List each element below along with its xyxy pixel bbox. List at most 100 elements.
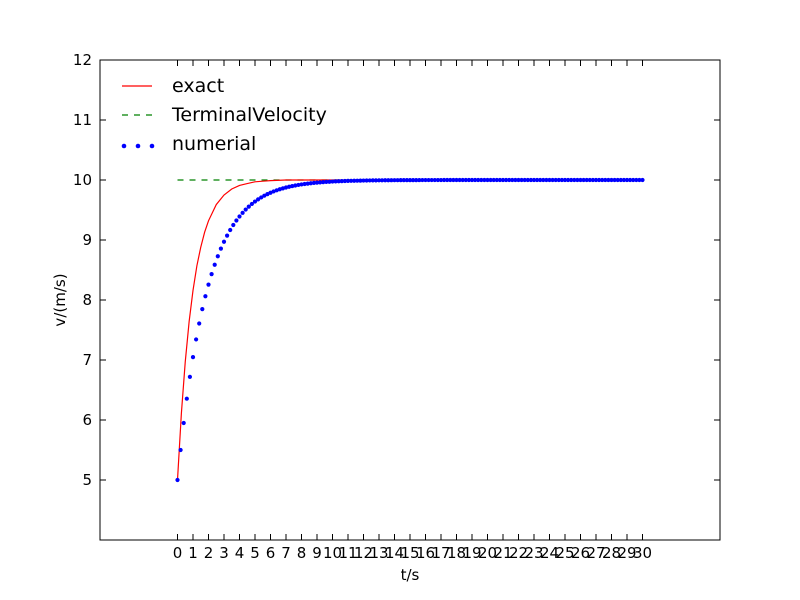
series-numerial-point <box>553 177 558 183</box>
series-numerial-point <box>559 177 565 183</box>
x-tick-label: 29 <box>617 544 636 562</box>
series-numerial-point <box>330 179 335 184</box>
series-numerial-point <box>628 177 633 183</box>
x-tick-label: 7 <box>281 544 291 562</box>
series-numerial-point <box>398 178 403 183</box>
y-tick-label: 11 <box>73 111 92 129</box>
series-numerial-point <box>612 177 617 183</box>
series-numerial-point <box>451 177 456 183</box>
series-numerial-point <box>178 447 183 453</box>
series-numerial-point <box>333 179 338 184</box>
series-numerial-point <box>432 177 437 183</box>
series-numerial-point <box>479 177 484 183</box>
series-numerial-point <box>401 178 406 183</box>
series-numerial-point <box>262 193 267 198</box>
series-numerial-point <box>541 177 546 183</box>
series-numerial-point <box>231 222 236 228</box>
x-tick-label: 20 <box>478 544 497 562</box>
x-tick-label: 21 <box>493 544 512 562</box>
x-tick-label: 8 <box>297 544 307 562</box>
series-numerial-point <box>609 177 614 183</box>
series-numerial-point <box>314 180 320 185</box>
series-numerial-point <box>305 181 310 186</box>
series-numerial-point <box>349 178 354 183</box>
series-numerial-point <box>606 177 611 183</box>
series-numerial-point <box>640 177 645 183</box>
x-tick-label: 17 <box>431 544 450 562</box>
x-tick-label: 30 <box>633 544 652 562</box>
series-numerial-point <box>293 183 298 188</box>
series-numerial-point <box>318 180 323 185</box>
series-numerial-point <box>504 177 509 183</box>
x-tick-label: 11 <box>338 544 357 562</box>
y-tick-label: 12 <box>73 51 92 69</box>
series-numerial-point <box>513 177 518 183</box>
x-tick-label: 27 <box>586 544 605 562</box>
series-numerial-point <box>516 177 521 183</box>
series-numerial-point <box>460 177 465 183</box>
x-tick-label: 10 <box>323 544 342 562</box>
series-numerial-point <box>209 272 214 277</box>
series-numerial-point <box>578 177 583 183</box>
x-tick-label: 1 <box>188 544 198 562</box>
series-numerial-point <box>361 178 366 183</box>
legend-label: TerminalVelocity <box>171 104 327 126</box>
series-numerial-point <box>634 177 639 183</box>
series-numerial-point <box>600 177 605 183</box>
series-numerial-point <box>463 177 468 183</box>
series-numerial-point <box>237 214 242 219</box>
series-numerial-point <box>497 177 502 183</box>
x-axis-label: t/s <box>401 566 420 584</box>
series-numerial-point <box>358 178 363 183</box>
series-numerial-point <box>215 254 220 259</box>
series-numerial-point <box>485 177 490 183</box>
series-numerial-point <box>187 374 192 379</box>
series-numerial-point <box>494 177 499 183</box>
series-numerial-point <box>383 178 388 183</box>
series-numerial-point <box>345 178 351 184</box>
series-numerial-point <box>389 178 394 183</box>
series-numerial-point <box>411 178 416 183</box>
series-numerial-point <box>364 178 369 183</box>
series-numerial-point <box>621 177 627 183</box>
series-numerial-point <box>256 197 261 202</box>
series-numerial-point <box>631 177 636 183</box>
series-numerial-point <box>522 177 527 183</box>
x-tick-label: 12 <box>354 544 373 562</box>
x-tick-label: 25 <box>555 544 574 562</box>
y-tick-label: 10 <box>73 171 92 189</box>
x-tick-label: 9 <box>312 544 322 562</box>
series-numerial-point <box>352 178 357 183</box>
legend-label: exact <box>172 75 224 97</box>
series-numerial-point <box>488 177 493 183</box>
series-numerial-point <box>510 177 515 183</box>
series-numerial-point <box>528 177 534 183</box>
x-tick-label: 26 <box>571 544 590 562</box>
series-numerial-point <box>414 177 419 183</box>
series-numerial-point <box>206 282 211 287</box>
series-numerial-point <box>482 177 487 183</box>
x-tick-label: 5 <box>250 544 260 562</box>
series-numerial-point <box>507 177 512 183</box>
series-numerial-point <box>469 177 475 183</box>
series-numerial-point <box>407 178 413 183</box>
series-numerial-point <box>339 179 344 184</box>
x-tick-label: 16 <box>416 544 435 562</box>
series-numerial-point <box>327 179 332 184</box>
series-numerial-point <box>590 177 596 183</box>
series-numerial-point <box>218 246 223 251</box>
series-numerial-point <box>457 177 462 183</box>
series-numerial-point <box>438 177 444 183</box>
x-tick-label: 15 <box>400 544 419 562</box>
series-numerial-point <box>228 227 233 233</box>
x-tick-label: 19 <box>462 544 481 562</box>
series-numerial-point <box>593 177 599 183</box>
y-tick-label: 8 <box>82 291 92 309</box>
series-numerial-point <box>367 178 372 183</box>
series-numerial-point <box>221 239 227 244</box>
series-numerial-point <box>355 178 360 183</box>
series-numerial-point <box>575 177 580 183</box>
series-numerial-point <box>544 177 549 183</box>
series-numerial-point <box>597 177 602 183</box>
series-numerial-point <box>234 218 239 223</box>
